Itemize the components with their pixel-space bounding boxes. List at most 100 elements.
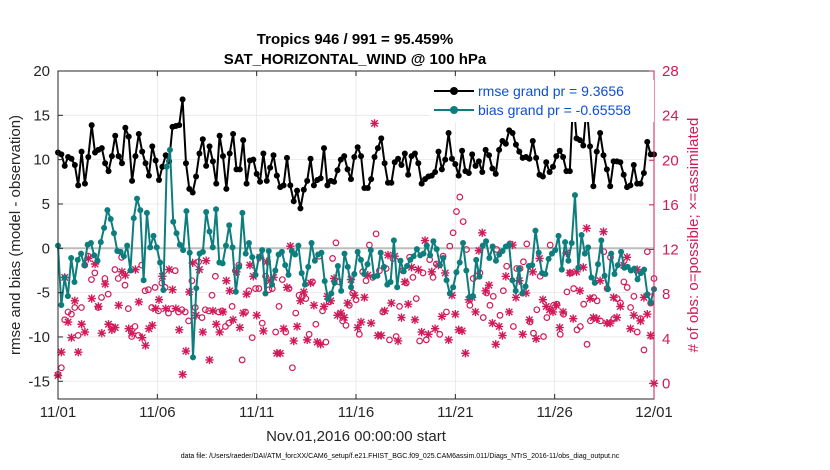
bias-point <box>150 232 157 239</box>
bias-point <box>479 242 486 249</box>
obs-assimilated-marker <box>144 324 154 333</box>
obs-assimilated-marker <box>67 333 76 342</box>
rmse-point <box>371 153 378 160</box>
bias-point <box>344 263 351 270</box>
obs-possible-marker <box>563 288 571 296</box>
obs-possible-marker <box>171 267 179 275</box>
bias-point <box>334 263 341 270</box>
obs-possible-marker <box>248 334 256 342</box>
obs-assimilated-marker <box>225 286 234 295</box>
bias-point <box>440 255 447 262</box>
rmse-point <box>108 153 115 160</box>
rmse-point <box>627 182 634 189</box>
rmse-point <box>492 170 499 177</box>
bias-point <box>420 250 427 257</box>
bias-point <box>367 247 374 254</box>
rmse-point <box>216 132 223 139</box>
rmse-point <box>438 166 445 173</box>
obs-possible-marker <box>145 286 152 294</box>
obs-possible-marker <box>409 273 417 281</box>
rmse-point <box>469 151 476 158</box>
left-y-tick-label: 0 <box>42 240 50 257</box>
obs-assimilated-marker <box>444 335 453 345</box>
bias-point <box>568 239 575 246</box>
bias-point <box>209 244 216 251</box>
rmse-point <box>209 158 216 165</box>
bias-point <box>163 163 170 170</box>
obs-assimilated-marker <box>161 304 170 313</box>
rmse-point <box>283 154 290 161</box>
bias-point <box>578 232 585 238</box>
obs-assimilated-marker <box>356 317 366 327</box>
rmse-point <box>310 182 317 189</box>
bias-point <box>81 262 88 269</box>
bias-point <box>410 253 417 260</box>
bias-point <box>608 250 615 257</box>
bias-point <box>341 250 348 257</box>
bias-point <box>595 261 602 268</box>
obs-possible-marker <box>446 242 454 250</box>
obs-possible-marker <box>78 304 85 311</box>
rmse-point <box>388 179 395 186</box>
obs-assimilated-marker <box>528 267 537 276</box>
rmse-series <box>55 94 657 212</box>
bias-point <box>328 290 335 297</box>
obs-assimilated-marker <box>313 337 322 347</box>
obs-assimilated-marker <box>579 263 588 272</box>
obs-assimilated-marker <box>599 227 608 236</box>
obs-assimilated-marker <box>437 312 447 321</box>
obs-possible-marker <box>255 285 263 292</box>
bias-point <box>222 242 229 249</box>
obs-assimilated-marker <box>329 274 339 283</box>
bias-point <box>180 247 187 254</box>
bias-point <box>565 257 572 264</box>
obs-possible-marker <box>593 297 601 305</box>
bias-point <box>397 257 404 264</box>
rmse-point <box>543 159 550 166</box>
obs-assimilated-marker <box>592 314 601 323</box>
data-file-footer: data file: /Users/raeder/DAI/ATM_forcXX/… <box>181 453 620 460</box>
obs-assimilated-marker <box>201 256 211 265</box>
obs-assimilated-marker <box>97 329 106 338</box>
bias-point <box>190 354 197 361</box>
legend-rmse-marker <box>450 87 458 95</box>
bias-point <box>107 216 114 223</box>
rmse-point <box>267 164 274 171</box>
obs-possible-marker <box>416 337 424 345</box>
bias-point <box>499 247 506 254</box>
x-axis-ticks: 11/01 11/06 11/11 11/16 11/21 11/26 12/01 <box>40 71 673 421</box>
rmse-point <box>253 170 260 177</box>
rmse-point <box>465 169 472 176</box>
obs-assimilated-marker <box>420 236 430 245</box>
obs-assimilated-marker <box>242 289 251 299</box>
rmse-point <box>78 148 85 155</box>
x-tick-label: 11/21 <box>437 404 473 421</box>
obs-assimilated-marker <box>639 293 649 302</box>
obs-assimilated-marker <box>218 307 228 317</box>
bias-point <box>374 272 381 279</box>
obs-possible-marker <box>111 266 119 273</box>
bias-point <box>213 206 220 213</box>
obs-assimilated-marker <box>222 276 231 285</box>
obs-possible-marker <box>151 284 159 291</box>
rmse-point <box>620 171 627 178</box>
right-y-tick-label: 4 <box>662 331 670 348</box>
bias-point <box>588 274 595 281</box>
bias-point <box>242 250 249 257</box>
rmse-point <box>223 185 230 192</box>
bias-point <box>473 256 480 263</box>
rmse-point <box>280 182 287 189</box>
x-tick-label: 11/26 <box>536 404 572 421</box>
rmse-point <box>260 150 267 157</box>
obs-possible-marker <box>576 323 584 330</box>
rmse-point <box>250 156 257 163</box>
obs-possible-marker <box>453 208 460 215</box>
rmse-point <box>230 130 237 137</box>
rmse-point <box>85 153 92 160</box>
bias-point <box>476 273 483 280</box>
rmse-point <box>479 169 486 176</box>
bias-point <box>199 248 206 255</box>
obs-possible-marker <box>312 320 320 328</box>
rmse-point <box>354 144 361 151</box>
rmse-point <box>415 160 422 167</box>
